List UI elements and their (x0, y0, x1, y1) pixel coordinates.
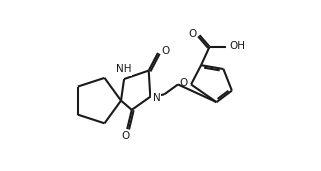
Text: NH: NH (116, 64, 131, 74)
Text: O: O (162, 46, 170, 56)
Text: O: O (179, 78, 187, 88)
Text: O: O (122, 131, 130, 141)
Text: OH: OH (230, 41, 246, 51)
Text: N: N (152, 93, 160, 103)
Text: O: O (188, 29, 196, 39)
